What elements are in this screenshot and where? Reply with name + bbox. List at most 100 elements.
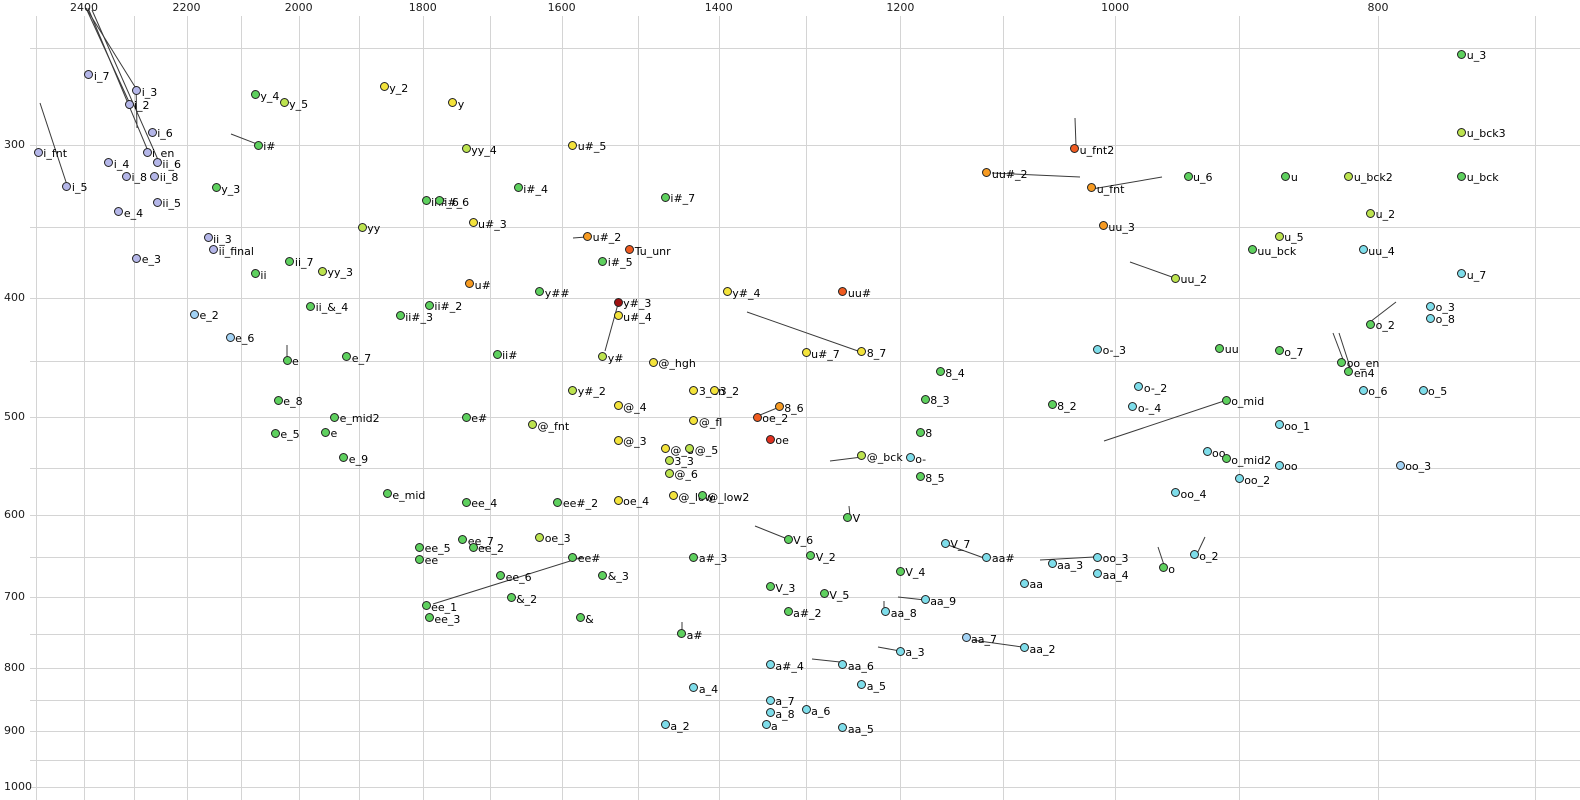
data-point[interactable] xyxy=(920,394,930,404)
data-point[interactable] xyxy=(838,287,848,297)
data-point[interactable] xyxy=(211,183,221,193)
data-point[interactable] xyxy=(535,287,545,297)
data-point[interactable] xyxy=(677,629,687,639)
data-point[interactable] xyxy=(801,348,811,358)
data-point[interactable] xyxy=(424,300,434,310)
data-point[interactable] xyxy=(598,570,608,580)
data-point[interactable] xyxy=(625,245,635,255)
data-point[interactable] xyxy=(1457,127,1467,137)
data-point[interactable] xyxy=(664,468,674,478)
data-point[interactable] xyxy=(33,147,43,157)
data-point[interactable] xyxy=(496,571,506,581)
data-point[interactable] xyxy=(468,542,478,552)
data-point[interactable] xyxy=(147,127,157,137)
data-point[interactable] xyxy=(62,181,72,191)
data-point[interactable] xyxy=(838,723,848,733)
data-point[interactable] xyxy=(1215,343,1225,353)
data-point[interactable] xyxy=(1047,400,1057,409)
data-point[interactable] xyxy=(342,352,352,361)
data-point[interactable] xyxy=(613,311,623,320)
data-point[interactable] xyxy=(203,233,213,243)
data-point[interactable] xyxy=(857,347,867,357)
data-point[interactable] xyxy=(668,491,678,501)
data-point[interactable] xyxy=(613,297,623,307)
data-point[interactable] xyxy=(613,401,623,411)
data-point[interactable] xyxy=(1202,447,1212,456)
data-point[interactable] xyxy=(318,266,327,276)
data-point[interactable] xyxy=(1020,643,1029,653)
data-point[interactable] xyxy=(568,140,578,150)
data-point[interactable] xyxy=(421,601,431,611)
data-point[interactable] xyxy=(648,357,658,367)
data-point[interactable] xyxy=(660,444,670,453)
data-point[interactable] xyxy=(598,352,608,361)
data-point[interactable] xyxy=(819,589,829,599)
data-point[interactable] xyxy=(1344,367,1354,377)
data-point[interactable] xyxy=(1418,385,1428,395)
data-point[interactable] xyxy=(689,683,699,693)
data-point[interactable] xyxy=(1098,221,1108,231)
data-point[interactable] xyxy=(465,279,475,289)
data-point[interactable] xyxy=(915,427,925,437)
data-point[interactable] xyxy=(1457,269,1467,279)
data-point[interactable] xyxy=(843,512,853,522)
data-point[interactable] xyxy=(122,171,131,181)
data-point[interactable] xyxy=(613,435,623,445)
data-point[interactable] xyxy=(142,147,152,157)
data-point[interactable] xyxy=(765,434,775,444)
data-point[interactable] xyxy=(801,705,811,715)
data-point[interactable] xyxy=(1358,245,1368,255)
data-point[interactable] xyxy=(1134,382,1144,392)
data-point[interactable] xyxy=(1274,231,1284,241)
data-point[interactable] xyxy=(583,231,593,241)
data-point[interactable] xyxy=(1274,346,1284,355)
data-point[interactable] xyxy=(225,332,235,342)
data-point[interactable] xyxy=(1087,183,1097,193)
data-point[interactable] xyxy=(1457,171,1467,181)
data-point[interactable] xyxy=(1171,488,1180,498)
data-point[interactable] xyxy=(765,582,775,592)
data-point[interactable] xyxy=(84,70,94,80)
data-point[interactable] xyxy=(421,196,431,206)
data-point[interactable] xyxy=(1426,301,1436,311)
data-point[interactable] xyxy=(940,538,950,548)
data-point[interactable] xyxy=(415,554,425,564)
data-point[interactable] xyxy=(253,140,263,150)
data-point[interactable] xyxy=(568,385,578,395)
data-point[interactable] xyxy=(568,552,578,562)
data-point[interactable] xyxy=(895,646,905,656)
data-point[interactable] xyxy=(1093,344,1103,354)
data-point[interactable] xyxy=(783,607,793,617)
data-point[interactable] xyxy=(774,402,784,412)
data-point[interactable] xyxy=(1395,460,1405,470)
data-point[interactable] xyxy=(722,287,732,297)
data-point[interactable] xyxy=(1221,454,1231,463)
data-point[interactable] xyxy=(881,607,891,617)
data-point[interactable] xyxy=(613,495,623,505)
data-point[interactable] xyxy=(1020,578,1029,588)
data-point[interactable] xyxy=(857,451,867,460)
data-point[interactable] xyxy=(1070,144,1080,153)
data-point[interactable] xyxy=(150,171,160,181)
data-point[interactable] xyxy=(752,412,762,422)
data-point[interactable] xyxy=(1457,49,1467,59)
data-point[interactable] xyxy=(270,428,280,438)
data-point[interactable] xyxy=(765,660,775,670)
data-point[interactable] xyxy=(448,98,458,107)
data-point[interactable] xyxy=(152,197,162,207)
data-point[interactable] xyxy=(598,256,608,266)
data-point[interactable] xyxy=(697,491,707,501)
data-point[interactable] xyxy=(273,395,283,405)
data-point[interactable] xyxy=(806,551,816,561)
data-point[interactable] xyxy=(114,207,124,217)
data-point[interactable] xyxy=(765,708,775,718)
data-point[interactable] xyxy=(664,455,674,465)
data-point[interactable] xyxy=(838,660,848,670)
data-point[interactable] xyxy=(1274,460,1284,470)
data-point[interactable] xyxy=(660,720,670,730)
data-point[interactable] xyxy=(935,367,945,377)
data-point[interactable] xyxy=(689,385,699,395)
data-point[interactable] xyxy=(152,158,162,167)
data-point[interactable] xyxy=(685,444,695,453)
data-point[interactable] xyxy=(424,613,434,623)
